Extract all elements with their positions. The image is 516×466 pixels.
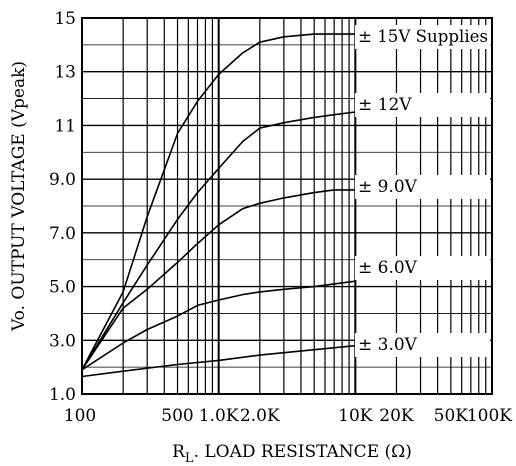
series-label-background bbox=[355, 256, 490, 280]
x-axis-label: RL. LOAD RESISTANCE (Ω) bbox=[172, 442, 412, 466]
x-tick-label: 50K bbox=[434, 406, 469, 426]
y-tick-label: 3.0 bbox=[49, 331, 76, 351]
series-line bbox=[81, 33, 356, 371]
x-tick-label: 2.0K bbox=[240, 406, 280, 426]
y-tick-label: 13 bbox=[54, 63, 76, 83]
series-lines bbox=[81, 33, 356, 378]
series-label: ± 12V bbox=[358, 95, 412, 115]
y-tick-label: 9.0 bbox=[49, 170, 76, 190]
series-line bbox=[81, 280, 356, 371]
x-axis-label-subscript: L bbox=[185, 451, 194, 466]
series-label-background bbox=[355, 175, 490, 199]
x-tick-label: 100K bbox=[467, 406, 512, 426]
x-tick-label: 20K bbox=[379, 406, 414, 426]
y-tick-label: 5.0 bbox=[49, 278, 76, 298]
series-label-background bbox=[355, 93, 490, 117]
y-tick-label: 1.0 bbox=[49, 385, 76, 405]
series-label: ± 6.0V bbox=[358, 258, 418, 278]
x-tick-label: 10K bbox=[338, 406, 373, 426]
y-axis-label: Vo. OUTPUT VOLTAGE (Vpeak) bbox=[9, 61, 29, 332]
x-tick-label: 500 bbox=[161, 406, 193, 426]
series-label: ± 15V Supplies bbox=[358, 27, 488, 47]
x-tick-label: 100 bbox=[64, 406, 96, 426]
x-axis-label-rest: . LOAD RESISTANCE (Ω) bbox=[194, 442, 412, 462]
series-label: ± 9.0V bbox=[358, 177, 418, 197]
series-label: ± 3.0V bbox=[358, 335, 418, 355]
plot-frame bbox=[81, 17, 493, 395]
series-line bbox=[81, 344, 356, 378]
series-labels: ± 15V Supplies ± 12V ± 9.0V ± 6.0V ± 3.0V bbox=[355, 25, 490, 357]
x-axis-label-main: R bbox=[172, 442, 186, 462]
y-tick-labels: 15 13 11 9.0 7.0 5.0 3.0 1.0 bbox=[49, 9, 76, 405]
series-label-background bbox=[355, 333, 490, 357]
series-label-background bbox=[355, 25, 490, 49]
x-tick-label: 1.0K bbox=[199, 406, 239, 426]
y-tick-label: 7.0 bbox=[49, 224, 76, 244]
y-tick-label: 11 bbox=[54, 116, 76, 136]
y-tick-label: 15 bbox=[54, 9, 76, 29]
series-line bbox=[81, 111, 356, 371]
series-line bbox=[81, 189, 356, 371]
